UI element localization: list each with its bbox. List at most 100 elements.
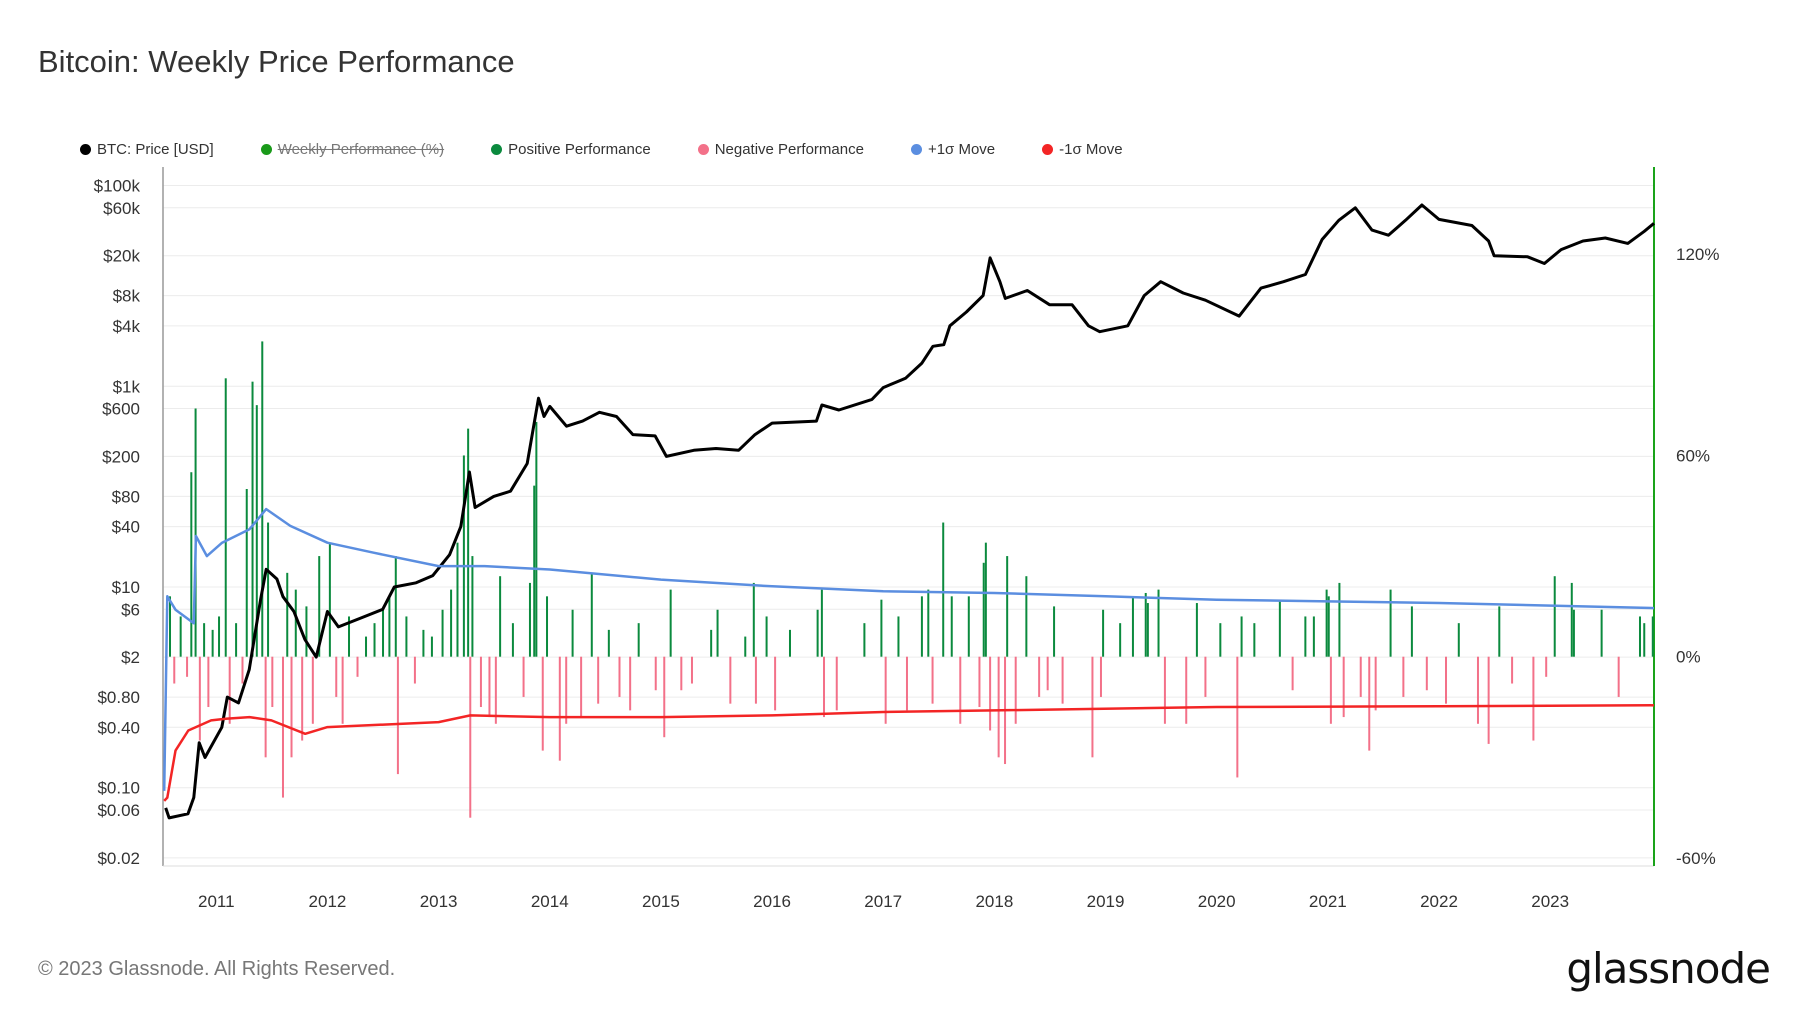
positive-performance-bar — [441, 609, 444, 657]
positive-performance-bar — [1643, 623, 1646, 657]
negative-performance-bar — [241, 656, 244, 684]
positive-performance-bar — [1498, 606, 1501, 657]
positive-performance-bar — [1325, 589, 1328, 657]
positive-performance-bar — [1053, 606, 1056, 657]
legend-label: Positive Performance — [508, 141, 651, 158]
x-tick-label: 2021 — [1309, 892, 1347, 911]
positive-performance-bar — [169, 596, 172, 657]
positive-performance-bar — [1572, 609, 1575, 657]
positive-performance-bar — [546, 596, 549, 657]
negative-performance-bar — [228, 656, 231, 724]
negative-performance-bar — [1163, 656, 1166, 724]
positive-performance-bar — [1006, 556, 1009, 657]
x-tick-label: 2012 — [309, 892, 347, 911]
positive-performance-bar — [1157, 589, 1160, 657]
legend: BTC: Price [USD] Weekly Performance (%) … — [80, 141, 1170, 158]
positive-performance-bar — [382, 609, 385, 657]
positive-performance-bar — [942, 522, 945, 657]
plus-sigma-line — [162, 507, 1655, 791]
positive-performance-bar — [1638, 616, 1641, 657]
positive-performance-bar — [405, 616, 408, 657]
y-left-tick-label: $0.80 — [97, 688, 140, 707]
legend-item-minus-sigma[interactable]: -1σ Move — [1042, 141, 1123, 158]
positive-performance-bar — [1146, 603, 1149, 657]
positive-performance-bar — [710, 629, 713, 657]
positive-performance-bar — [1304, 616, 1307, 657]
negative-performance-bar — [186, 656, 189, 677]
negative-performance-bar — [774, 656, 777, 711]
positive-performance-bar — [450, 589, 453, 657]
negative-performance-bar — [335, 656, 338, 697]
positive-performance-bar — [365, 636, 368, 657]
positive-performance-bar — [1219, 623, 1222, 657]
positive-performance-bar — [1553, 576, 1556, 657]
positive-performance-bar — [394, 556, 397, 657]
negative-performance-bar — [494, 656, 497, 724]
positive-performance-bar — [261, 341, 264, 657]
positive-performance-bar — [190, 472, 193, 657]
negative-performance-bar — [835, 656, 838, 711]
negative-performance-bar — [1545, 656, 1548, 677]
negative-performance-bar — [1236, 656, 1239, 778]
negative-performance-bar — [541, 656, 544, 751]
positive-performance-bar — [1410, 606, 1413, 657]
positive-performance-bar — [982, 562, 985, 657]
x-tick-label: 2017 — [864, 892, 902, 911]
negative-performance-bar — [629, 656, 632, 711]
positive-performance-bar — [211, 629, 214, 657]
positive-performance-bar — [607, 629, 610, 657]
negative-performance-bar — [1014, 656, 1017, 724]
positive-performance-bar — [1327, 596, 1330, 657]
glassnode-logo: glassnode — [1566, 944, 1771, 993]
positive-performance-bar — [637, 623, 640, 657]
legend-label: +1σ Move — [927, 141, 996, 158]
negative-performance-bar — [580, 656, 583, 718]
legend-item-negative[interactable]: Negative Performance — [697, 141, 864, 158]
negative-performance-bar — [959, 656, 962, 724]
positive-performance-bar — [511, 623, 514, 657]
positive-performance-bar — [422, 629, 425, 657]
negative-performance-bar — [356, 656, 359, 677]
positive-performance-bar — [533, 485, 536, 657]
positive-performance-bar — [897, 616, 900, 657]
x-tick-label: 2016 — [753, 892, 791, 911]
legend-item-positive[interactable]: Positive Performance — [491, 141, 651, 158]
legend-item-price[interactable]: BTC: Price [USD] — [80, 141, 214, 158]
negative-performance-bar — [1359, 656, 1362, 697]
negative-performance-bar — [1425, 656, 1428, 691]
negative-performance-bar — [207, 656, 210, 708]
x-tick-label: 2023 — [1531, 892, 1569, 911]
legend-item-plus-sigma[interactable]: +1σ Move — [910, 141, 996, 158]
positive-performance-bar — [571, 609, 574, 657]
y-left-tick-label: $0.06 — [97, 801, 140, 820]
negative-performance-bar — [301, 656, 304, 741]
legend-item-weekly-performance[interactable]: Weekly Performance (%) — [260, 141, 444, 158]
x-tick-label: 2020 — [1198, 892, 1236, 911]
positive-performance-bar — [294, 589, 297, 657]
y-left-tick-label: $80 — [112, 487, 140, 506]
negative-performance-bar — [1329, 656, 1332, 724]
negative-performance-bar — [1038, 656, 1041, 697]
positive-performance-bar — [744, 636, 747, 657]
positive-performance-bar — [255, 405, 258, 657]
positive-performance-bar — [224, 378, 227, 657]
positive-performance-bar — [880, 599, 883, 657]
y-right-tick-label: 0% — [1676, 648, 1701, 667]
negative-performance-bar — [1342, 656, 1345, 718]
positive-performance-bar — [462, 455, 465, 657]
negative-performance-bar — [997, 656, 1000, 758]
x-tick-label: 2022 — [1420, 892, 1458, 911]
positive-performance-bar — [863, 623, 866, 657]
positive-performance-bar — [1195, 603, 1198, 657]
positive-performance-bar — [669, 589, 672, 657]
positive-performance-bar — [467, 428, 470, 657]
negative-performance-bar — [905, 656, 908, 711]
positive-performance-bar — [318, 556, 321, 657]
y-left-tick-label: $2 — [121, 648, 140, 667]
positive-performance-bar — [1119, 623, 1122, 657]
negative-performance-bar — [341, 656, 344, 724]
negative-performance-bar — [1185, 656, 1188, 724]
y-left-tick-label: $0.02 — [97, 849, 140, 868]
negative-performance-bar — [1511, 656, 1514, 684]
negative-performance-bar — [989, 656, 992, 731]
